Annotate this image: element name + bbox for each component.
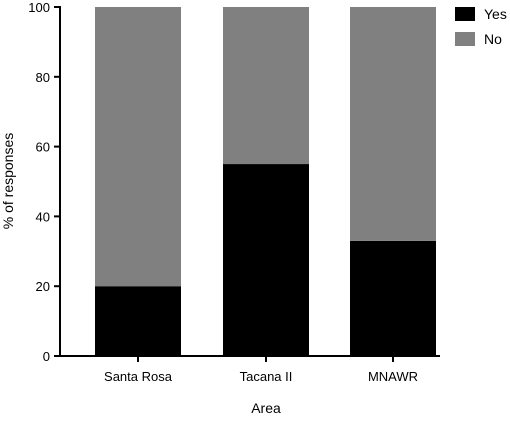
legend-swatch-no <box>455 32 475 46</box>
y-tick-label: 80 <box>36 70 50 85</box>
y-tick-label: 0 <box>43 349 50 364</box>
y-tick-label: 60 <box>36 140 50 155</box>
x-axis-title: Area <box>251 400 281 416</box>
bar-yes-tacana-ii <box>223 164 309 356</box>
axes-layer: 0 20 40 60 80 100 Santa Rosa Tacana II MNAWR <box>28 0 440 384</box>
bar-yes-mnawr <box>350 240 436 356</box>
y-axis-title: % of responses <box>0 133 16 230</box>
bars-layer <box>95 7 436 356</box>
legend-swatch-yes <box>455 7 475 21</box>
y-tick-label: 100 <box>28 0 50 15</box>
legend: Yes No <box>455 6 507 47</box>
y-tick-label: 20 <box>36 279 50 294</box>
bar-no-santa-rosa <box>95 7 181 287</box>
x-tick-label: MNAWR <box>368 369 418 384</box>
bar-yes-santa-rosa <box>95 286 181 356</box>
legend-label-no: No <box>484 31 502 47</box>
x-tick-label: Tacana II <box>240 369 293 384</box>
bar-no-tacana-ii <box>223 7 309 165</box>
x-tick-label: Santa Rosa <box>104 369 173 384</box>
bar-no-mnawr <box>350 7 436 241</box>
y-tick-label: 40 <box>36 209 50 224</box>
legend-label-yes: Yes <box>484 6 507 22</box>
